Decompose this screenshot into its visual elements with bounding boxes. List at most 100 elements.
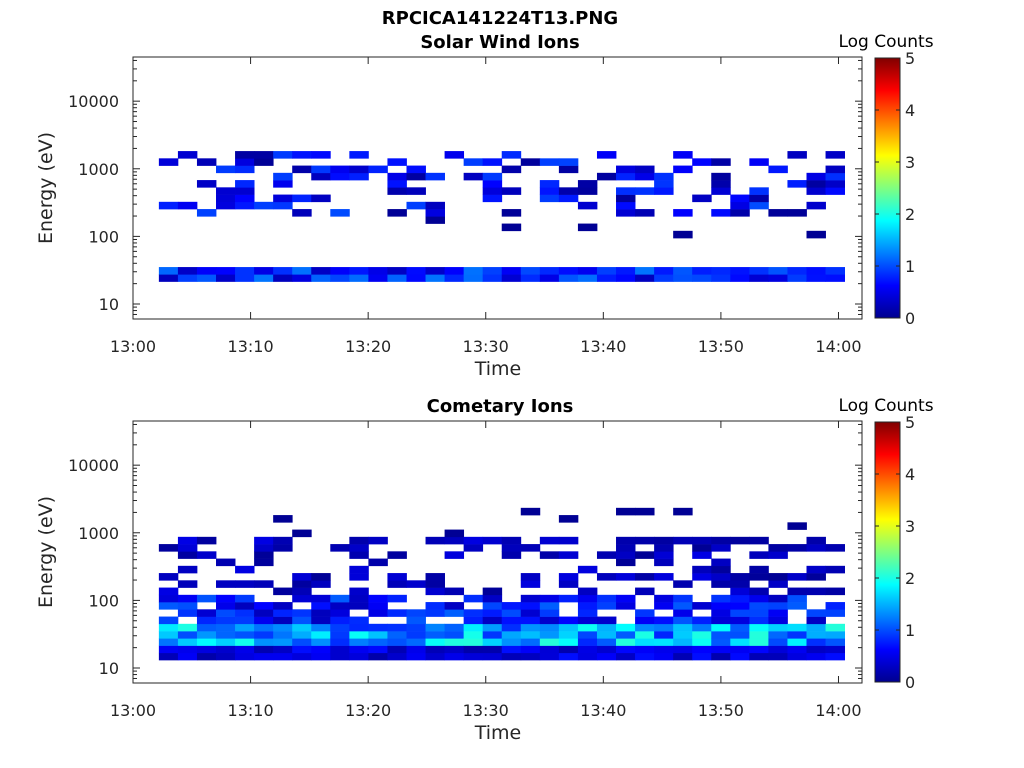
spectrogram-cell (635, 616, 655, 625)
spectrogram-cell (330, 631, 350, 639)
spectrogram-cell (768, 645, 788, 654)
spectrogram-cell (292, 645, 312, 654)
spectrogram-cell (406, 165, 426, 174)
spectrogram-cell (292, 652, 312, 661)
spectrogram-cell (768, 594, 788, 603)
spectrogram-cell (368, 536, 388, 545)
x-tick-label: 13:10 (228, 701, 274, 720)
spectrogram-cell (254, 267, 274, 275)
spectrogram-cell (692, 551, 712, 559)
spectrogram-cell (539, 616, 560, 625)
spectrogram-cell (654, 602, 674, 610)
spectrogram-cell (806, 631, 826, 639)
spectrogram-cell (596, 631, 617, 639)
spectrogram-cell (749, 645, 769, 654)
spectrogram-cell (558, 594, 579, 603)
cometary-spectrogram (158, 507, 845, 661)
spectrogram-cell (654, 638, 674, 646)
spectrogram-cell (444, 638, 465, 646)
spectrogram-cell (539, 594, 560, 603)
spectrogram-cell (787, 151, 807, 159)
spectrogram-cell (254, 645, 274, 654)
spectrogram-cell (196, 609, 217, 617)
spectrogram-cell (692, 602, 712, 610)
spectrogram-cell (177, 594, 198, 603)
spectrogram-cell (768, 267, 788, 275)
spectrogram-cell (635, 573, 655, 581)
spectrogram-cell (596, 616, 617, 625)
spectrogram-cell (654, 551, 674, 559)
spectrogram-cell (825, 623, 845, 632)
spectrogram-cell (463, 609, 484, 617)
spectrogram-cell (616, 209, 636, 217)
spectrogram-cell (254, 631, 274, 639)
spectrogram-cell (768, 274, 788, 282)
spectrogram-cell (330, 172, 350, 181)
spectrogram-cell (387, 573, 407, 581)
spectrogram-cell (635, 165, 655, 174)
spectrogram-cell (349, 616, 369, 625)
x-tick-label: 13:00 (110, 337, 156, 356)
spectrogram-cell (482, 623, 503, 632)
spectrogram-cell (520, 616, 541, 625)
spectrogram-cell (501, 209, 522, 217)
spectrogram-cell (273, 267, 293, 275)
spectrogram-cell (254, 536, 274, 545)
spectrogram-cell (158, 587, 179, 596)
spectrogram-cell (577, 267, 598, 275)
spectrogram-cell (216, 267, 236, 275)
spectrogram-cell (311, 616, 331, 625)
spectrogram-cell (235, 267, 255, 275)
spectrogram-cell (216, 594, 236, 603)
spectrogram-cell (558, 616, 579, 625)
spectrogram-cell (558, 515, 579, 523)
spectrogram-cell (254, 551, 274, 559)
spectrogram-cell (425, 201, 445, 210)
spectrogram-cell (406, 580, 426, 588)
spectrogram-cell (616, 544, 636, 552)
y-tick-label: 100 (88, 591, 119, 610)
spectrogram-cell (520, 544, 541, 552)
spectrogram-cell (596, 551, 617, 559)
spectrogram-cell (330, 645, 350, 654)
spectrogram-cell (444, 652, 465, 661)
spectrogram-cell (711, 652, 731, 661)
spectrogram-cell (825, 587, 845, 596)
spectrogram-cell (596, 267, 617, 275)
spectrogram-cell (654, 623, 674, 632)
spectrogram-cell (730, 594, 750, 603)
spectrogram-cell (330, 165, 350, 174)
spectrogram-cell (616, 274, 636, 282)
spectrogram-cell (482, 638, 503, 646)
spectrogram-cell (216, 580, 236, 588)
spectrogram-cell (501, 616, 522, 625)
spectrogram-cell (158, 544, 179, 552)
spectrogram-cell (273, 151, 293, 159)
spectrogram-cell (387, 551, 407, 559)
spectrogram-cell (368, 638, 388, 646)
spectrogram-cell (216, 602, 236, 610)
spectrogram-cell (520, 638, 541, 646)
spectrogram-cell (444, 609, 465, 617)
spectrogram-cell (635, 652, 655, 661)
spectrogram-cell (349, 274, 369, 282)
spectrogram-cell (254, 623, 274, 632)
spectrogram-cell (444, 645, 465, 654)
spectrogram-cell (654, 594, 674, 603)
spectrogram-cell (711, 638, 731, 646)
spectrogram-cell (254, 544, 274, 552)
spectrogram-cell (196, 274, 217, 282)
spectrogram-cell (330, 623, 350, 632)
spectrogram-cell (673, 230, 693, 239)
spectrogram-cell (273, 201, 293, 210)
spectrogram-cell (311, 274, 331, 282)
spectrogram-cell (711, 565, 731, 574)
spectrogram-cell (273, 616, 293, 625)
spectrogram-cell (673, 507, 693, 516)
cometary-title: Cometary Ions (427, 396, 574, 417)
spectrogram-cell (825, 609, 845, 617)
colorbar-tick-label: 3 (905, 517, 915, 536)
spectrogram-cell (577, 223, 598, 232)
spectrogram-cell (463, 536, 484, 545)
